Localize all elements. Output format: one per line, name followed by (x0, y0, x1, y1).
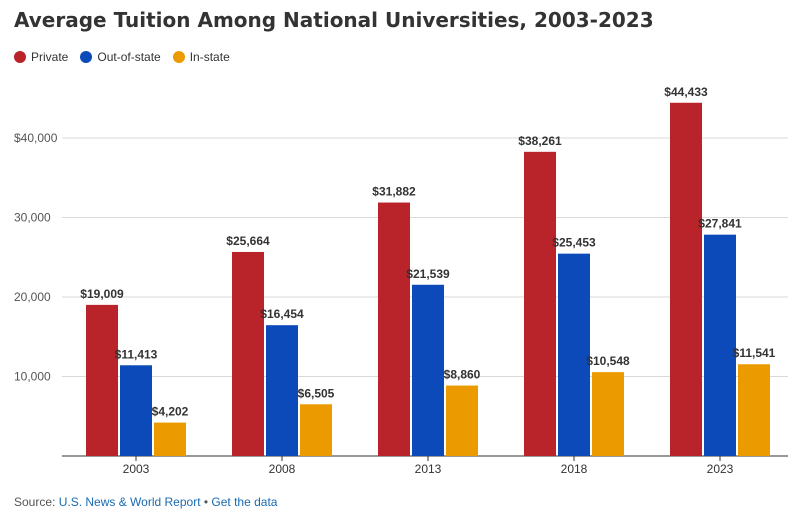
data-label: $16,454 (260, 307, 304, 321)
bar (120, 365, 152, 456)
bar (412, 284, 444, 456)
source-separator: • (200, 495, 212, 509)
bar-chart: 10,000 20,000 30,000 $40,000 $19,009 $11,413 $… (14, 85, 788, 476)
x-tick-label: 2018 (561, 462, 588, 476)
legend-swatch-out-of-state (80, 51, 93, 63)
source-publisher-link[interactable]: U.S. News & World Report (58, 495, 201, 509)
bar (592, 372, 624, 456)
legend-label-in-state: In-state (189, 50, 230, 64)
data-label: $21,539 (406, 267, 450, 281)
bar (300, 404, 332, 456)
data-label: $44,433 (664, 85, 708, 99)
legend-item-out-of-state: Out-of-state (80, 50, 161, 64)
bar (670, 102, 702, 456)
legend-swatch-private (14, 51, 26, 63)
legend-item-private: Private (14, 50, 68, 64)
bar (558, 253, 590, 456)
bar (378, 202, 410, 456)
x-tick-label: 2008 (269, 462, 296, 476)
legend-item-in-state: In-state (172, 50, 230, 64)
bar (232, 251, 264, 456)
bar (704, 234, 736, 456)
y-tick-label: 20,000 (14, 290, 51, 304)
bar (154, 422, 186, 456)
bar (446, 385, 478, 456)
legend-swatch-in-state (172, 51, 185, 63)
bar (86, 304, 118, 456)
data-label: $25,453 (552, 236, 596, 250)
data-label: $4,202 (152, 405, 189, 419)
y-tick-label: 10,000 (14, 370, 51, 384)
legend-label-private: Private (31, 50, 69, 64)
x-tick-label: 2013 (415, 462, 442, 476)
get-the-data-link[interactable]: Get the data (211, 495, 278, 509)
data-label: $27,841 (698, 217, 742, 231)
data-label: $10,548 (586, 354, 630, 368)
x-tick-label: 2003 (123, 462, 150, 476)
data-label: $11,541 (733, 346, 776, 360)
legend-label-out-of-state: Out-of-state (97, 50, 161, 64)
data-label: $11,413 (115, 347, 158, 361)
data-label: $19,009 (80, 287, 124, 301)
bar (266, 325, 298, 456)
y-tick-label: 30,000 (14, 211, 51, 225)
x-tick-label: 2023 (707, 462, 734, 476)
y-tick-label: $40,000 (14, 131, 58, 145)
chart-title: Average Tuition Among National Universit… (14, 8, 654, 32)
data-label: $31,882 (372, 185, 416, 199)
data-label: $8,860 (444, 368, 481, 382)
data-label: $38,261 (518, 134, 562, 148)
bar (738, 364, 770, 456)
data-label: $25,664 (226, 234, 270, 248)
source-line: Source: U.S. News & World Report • Get t… (14, 495, 277, 509)
bar (524, 151, 556, 456)
source-prefix: Source: (14, 495, 59, 509)
data-label: $6,505 (298, 386, 335, 400)
legend: Private Out-of-state In-state (14, 50, 242, 64)
